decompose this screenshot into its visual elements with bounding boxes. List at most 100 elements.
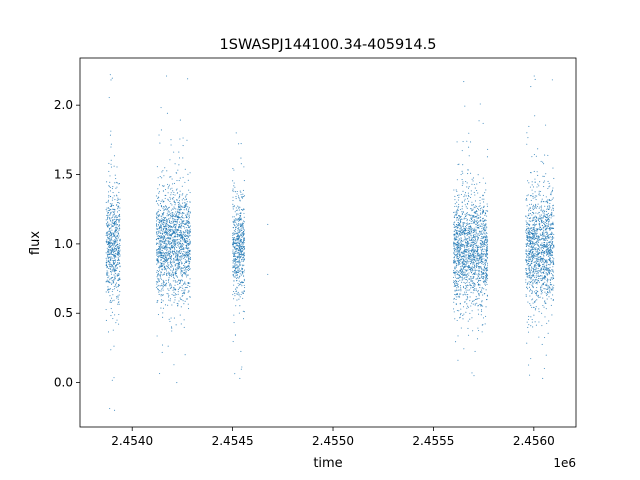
- data-point: [235, 280, 238, 282]
- data-point: [462, 287, 465, 289]
- data-point: [160, 205, 162, 207]
- data-point: [453, 230, 455, 232]
- data-point: [240, 270, 242, 272]
- data-point: [159, 221, 161, 223]
- data-point: [453, 308, 455, 310]
- data-point: [466, 229, 468, 231]
- data-point: [160, 294, 162, 296]
- data-point: [462, 272, 464, 274]
- data-point: [117, 206, 119, 208]
- data-point: [243, 233, 245, 235]
- data-point: [537, 256, 539, 259]
- data-point: [460, 270, 462, 272]
- data-point: [481, 250, 483, 252]
- data-point: [460, 234, 462, 236]
- data-point: [453, 282, 456, 285]
- data-point: [236, 270, 239, 272]
- data-point: [473, 206, 475, 208]
- data-point: [118, 247, 120, 250]
- data-point: [543, 272, 545, 275]
- data-point: [473, 253, 475, 255]
- data-point: [109, 134, 112, 136]
- data-point: [242, 292, 244, 294]
- data-point: [110, 249, 112, 251]
- data-point: [486, 259, 488, 261]
- data-point: [171, 252, 173, 254]
- data-point: [540, 207, 543, 209]
- data-point: [237, 248, 239, 250]
- data-point: [160, 237, 162, 239]
- data-point: [183, 264, 185, 267]
- data-point: [480, 242, 482, 244]
- data-point: [161, 262, 163, 264]
- data-point: [111, 266, 113, 268]
- data-point: [453, 211, 455, 213]
- data-point: [548, 270, 550, 272]
- data-point: [109, 282, 111, 284]
- data-point: [114, 236, 116, 238]
- data-point: [189, 229, 191, 231]
- data-point: [118, 214, 121, 216]
- data-point: [109, 234, 111, 236]
- data-point: [466, 273, 469, 275]
- data-point: [116, 275, 118, 277]
- data-point: [176, 276, 178, 278]
- data-point: [155, 195, 157, 197]
- data-point: [481, 276, 483, 278]
- data-point: [545, 236, 547, 238]
- data-point: [485, 270, 487, 272]
- data-point: [479, 233, 481, 235]
- data-point: [546, 293, 548, 295]
- data-point: [454, 214, 456, 216]
- data-point: [460, 226, 462, 228]
- data-point: [105, 234, 107, 237]
- data-point: [535, 294, 537, 296]
- data-point: [472, 262, 474, 264]
- data-point: [113, 267, 115, 269]
- data-point: [118, 219, 120, 221]
- data-point: [159, 209, 162, 211]
- data-point: [468, 155, 470, 157]
- data-point: [186, 269, 188, 271]
- data-point: [184, 202, 186, 204]
- data-point: [544, 275, 547, 278]
- data-point: [459, 216, 461, 218]
- data-point: [165, 233, 167, 235]
- data-point: [168, 206, 170, 208]
- data-point: [485, 239, 487, 241]
- data-point: [469, 255, 471, 257]
- data-point: [468, 258, 470, 260]
- data-point: [115, 254, 117, 256]
- data-point: [471, 242, 473, 244]
- data-point: [484, 292, 486, 295]
- data-point: [480, 259, 482, 261]
- data-point: [243, 221, 245, 223]
- data-point: [167, 271, 169, 273]
- data-point: [453, 216, 455, 218]
- data-point: [107, 214, 109, 216]
- data-point: [160, 273, 162, 275]
- data-point: [168, 289, 170, 291]
- data-point: [168, 221, 170, 223]
- data-point: [472, 216, 474, 218]
- data-point: [480, 231, 482, 233]
- data-point: [535, 212, 537, 214]
- data-point: [184, 269, 186, 271]
- data-point: [473, 214, 475, 217]
- data-point: [161, 257, 163, 259]
- data-point: [455, 243, 457, 245]
- data-point: [455, 213, 457, 215]
- data-point: [114, 237, 117, 239]
- data-point: [159, 266, 161, 268]
- data-point: [173, 229, 175, 231]
- data-point: [484, 279, 486, 281]
- data-point: [109, 175, 111, 177]
- data-point: [169, 272, 171, 274]
- data-point: [237, 249, 239, 251]
- data-point: [186, 260, 188, 262]
- data-point: [550, 277, 552, 279]
- data-point: [106, 233, 108, 235]
- data-point: [475, 232, 477, 234]
- data-point: [240, 294, 242, 296]
- data-point: [238, 196, 240, 198]
